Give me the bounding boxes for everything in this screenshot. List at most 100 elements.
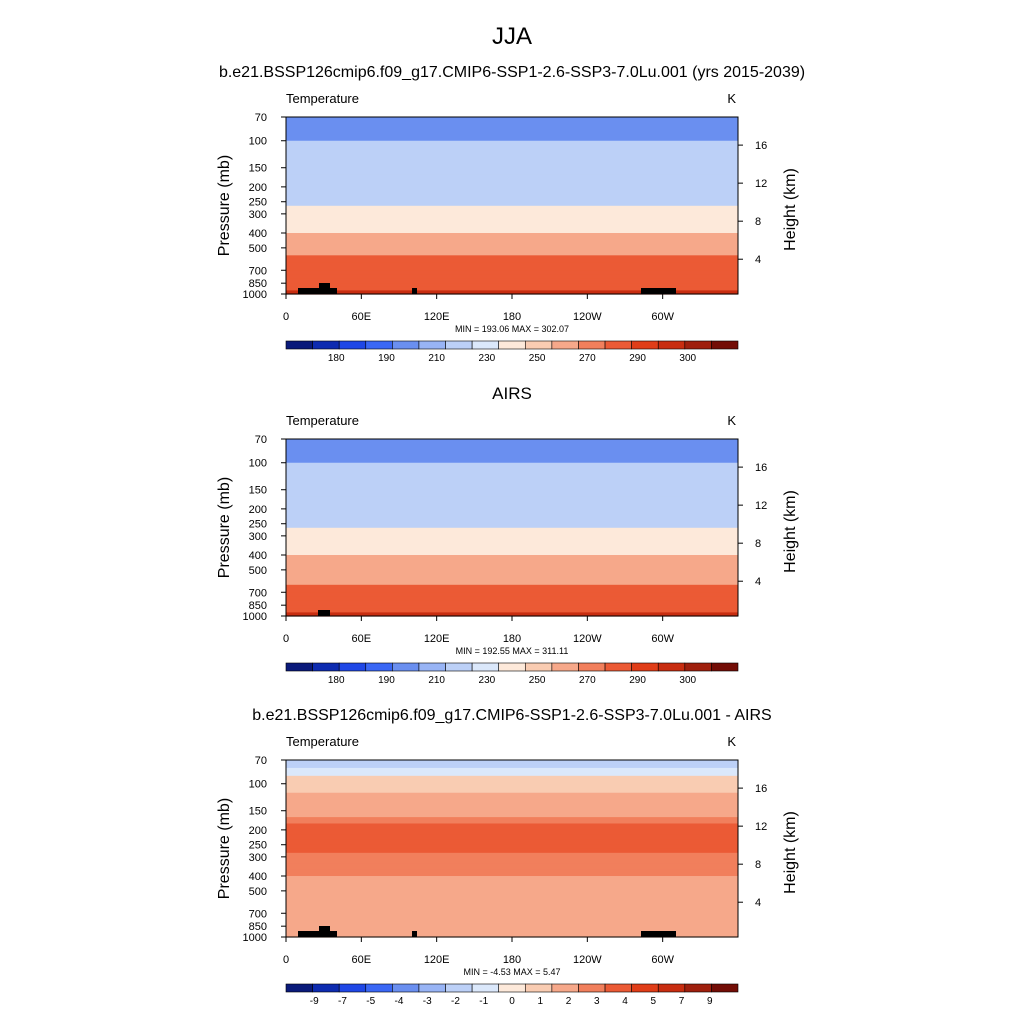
colorbar-swatch <box>285 983 313 993</box>
contour-band <box>286 839 738 846</box>
colorbar-label: 250 <box>529 675 546 686</box>
y-tick-label: 200 <box>249 504 267 516</box>
contour-band <box>286 921 738 927</box>
height-tick-label: 16 <box>755 140 767 152</box>
contour-band <box>286 140 738 151</box>
right-axis-title: Height (km) <box>782 811 799 894</box>
contour-band <box>286 823 738 831</box>
contour-band <box>286 783 738 794</box>
contour-band <box>286 844 738 850</box>
colorbar-label: 300 <box>679 675 696 686</box>
contour-band <box>286 848 738 854</box>
colorbar-swatch <box>285 662 313 672</box>
y-tick-label: 850 <box>249 921 267 933</box>
colorbar-label: 0 <box>509 996 515 1007</box>
colorbar-label: 3 <box>594 996 600 1007</box>
contour-band <box>286 527 738 533</box>
topography-mask <box>319 926 330 937</box>
panel-title: AIRS <box>492 384 532 403</box>
x-tick-label: 120E <box>424 954 450 966</box>
colorbar-swatch <box>524 340 553 350</box>
contour-band <box>286 446 738 456</box>
contour-band <box>286 917 738 923</box>
x-tick-label: 60E <box>352 633 372 645</box>
contour-band <box>286 158 738 169</box>
panel-left-label: Temperature <box>286 734 359 749</box>
y-tick-label: 1000 <box>243 289 267 301</box>
y-tick-label: 150 <box>249 485 267 497</box>
y-tick-label: 500 <box>249 565 267 577</box>
colorbar-swatch <box>471 983 500 993</box>
contour-band <box>286 117 738 126</box>
y-tick-label: 1000 <box>243 932 267 944</box>
y-tick-label: 100 <box>249 458 267 470</box>
colorbar-label: 2 <box>566 996 572 1007</box>
contour-band <box>286 174 738 182</box>
y-tick-label: 100 <box>249 779 267 791</box>
topography-mask <box>318 610 330 616</box>
colorbar-swatch <box>498 662 526 672</box>
colorbar-swatch <box>498 340 526 350</box>
contour-band <box>286 518 738 525</box>
contour-band <box>286 132 738 142</box>
y-tick-label: 200 <box>249 825 267 837</box>
contour-band <box>286 513 738 520</box>
contour-band <box>286 205 738 211</box>
height-tick-label: 8 <box>755 538 761 550</box>
colorbar-swatch <box>631 340 659 350</box>
colorbar-label: -7 <box>338 996 347 1007</box>
y-tick-label: 250 <box>249 519 267 531</box>
y-tick-label: 700 <box>249 265 267 277</box>
colorbar-swatch <box>392 662 420 672</box>
colorbar-label: 5 <box>650 996 656 1007</box>
y-tick-label: 250 <box>249 840 267 852</box>
x-tick-label: 120W <box>573 954 602 966</box>
colorbar-label: 1 <box>537 996 543 1007</box>
colorbar-swatch <box>365 340 393 350</box>
panel-title: b.e21.BSSP126cmip6.f09_g17.CMIP6-SSP1-2.… <box>252 707 771 724</box>
panel-left-label: Temperature <box>286 413 359 428</box>
colorbar-label: -9 <box>310 996 319 1007</box>
contour-band <box>286 454 738 464</box>
contour-band <box>286 913 738 919</box>
contour-band <box>286 233 738 239</box>
colorbar-swatch <box>418 983 446 993</box>
contour-band <box>286 852 738 858</box>
height-tick-label: 4 <box>755 897 761 909</box>
x-tick-label: 0 <box>283 311 289 323</box>
colorbar-swatch <box>392 983 420 993</box>
colorbar-swatch <box>711 662 739 672</box>
colorbar-swatch <box>445 340 473 350</box>
contour-band <box>286 167 738 175</box>
y-tick-label: 850 <box>249 600 267 612</box>
panel-3: b.e21.BSSP126cmip6.f09_g17.CMIP6-SSP1-2.… <box>216 707 799 1007</box>
colorbar-label: 7 <box>679 996 685 1007</box>
colorbar-label: 9 <box>707 996 713 1007</box>
contour-band <box>286 278 738 284</box>
x-tick-label: 60W <box>651 311 674 323</box>
y-tick-label: 1000 <box>243 611 267 623</box>
colorbar-swatch <box>365 983 393 993</box>
y-axis-title: Pressure (mb) <box>216 477 233 578</box>
colorbar-label: 270 <box>579 353 596 364</box>
x-tick-label: 180 <box>503 311 521 323</box>
contour-band <box>286 180 738 188</box>
contour-band <box>286 186 738 193</box>
y-axis-title: Pressure (mb) <box>216 798 233 899</box>
contour-band <box>286 542 738 550</box>
x-tick-label: 180 <box>503 954 521 966</box>
contour-band <box>286 247 738 256</box>
colorbar-swatch <box>657 662 686 672</box>
colorbar-swatch <box>551 983 579 993</box>
colorbar-swatch <box>684 983 712 993</box>
contour-band <box>286 439 738 448</box>
height-tick-label: 8 <box>755 216 761 228</box>
colorbar-swatch <box>418 662 446 672</box>
colorbar-label: -2 <box>451 996 460 1007</box>
contour-band <box>286 270 738 276</box>
height-tick-label: 12 <box>755 500 767 512</box>
contour-band <box>286 489 738 497</box>
contour-band <box>286 209 738 215</box>
y-tick-label: 300 <box>249 531 267 543</box>
